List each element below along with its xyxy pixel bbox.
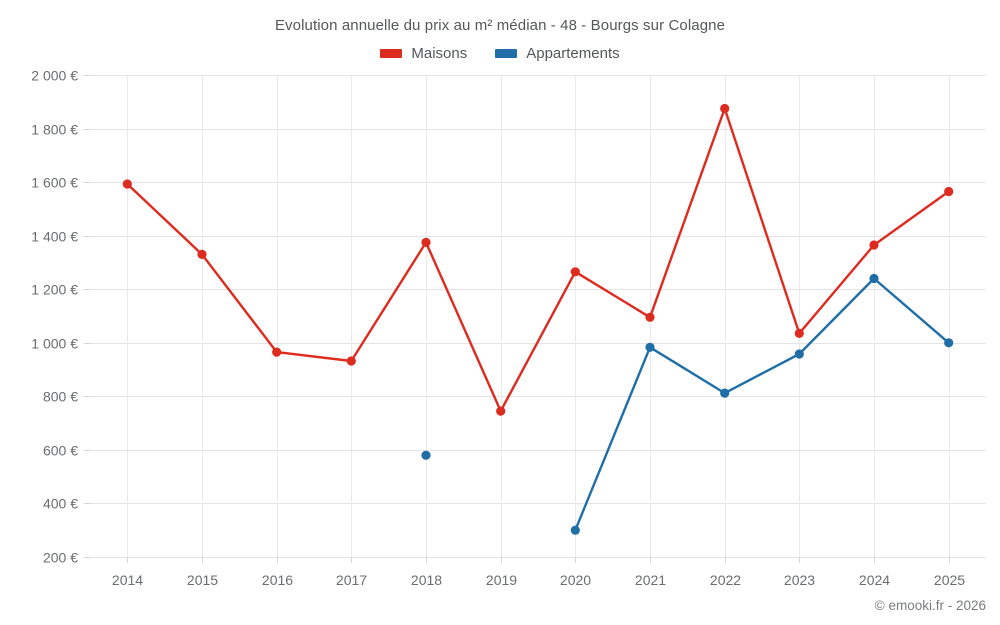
grid-layer: [84, 75, 986, 563]
legend-item-maisons[interactable]: Maisons: [380, 45, 467, 62]
x-axis-tick-label: 2025: [934, 572, 965, 588]
legend-label-maisons: Maisons: [411, 45, 468, 62]
series-line-appartements: [574, 277, 950, 532]
y-axis-tick-label: 2 000 €: [31, 68, 78, 84]
data-point-maisons[interactable]: [421, 237, 431, 247]
data-point-maisons[interactable]: [197, 249, 207, 259]
data-point-appartements[interactable]: [794, 349, 804, 359]
data-point-maisons[interactable]: [496, 406, 506, 416]
footer-credit: © emooki.fr - 2026: [874, 598, 986, 613]
legend-label-appartements: Appartements: [526, 45, 620, 62]
x-axis-tick-label: 2015: [187, 572, 218, 588]
data-point-appartements[interactable]: [944, 338, 954, 348]
series-line-maisons: [126, 107, 950, 413]
data-point-maisons[interactable]: [122, 179, 132, 189]
x-axis-tick-label: 2018: [411, 572, 442, 588]
data-point-maisons[interactable]: [720, 103, 730, 114]
chart-legend: Maisons Appartements: [0, 45, 1000, 62]
x-axis-tick-label: 2014: [112, 572, 143, 588]
legend-swatch-maisons: [380, 49, 403, 58]
x-axis-tick-label: 2024: [859, 572, 890, 588]
data-point-maisons[interactable]: [346, 356, 356, 366]
data-point-maisons[interactable]: [645, 312, 655, 322]
data-point-appartements[interactable]: [720, 388, 730, 398]
y-axis-labels: 200 € 400 € 600 € 800 € 1 000 € 1 200 € 1 400 …: [31, 68, 78, 566]
x-axis-tick-label: 2017: [336, 572, 367, 588]
x-axis-tick-label: 2023: [784, 572, 815, 588]
x-axis-tick-label: 2020: [560, 572, 591, 588]
y-axis-tick-label: 800 €: [43, 389, 78, 405]
legend-item-appartements[interactable]: Appartements: [495, 45, 620, 62]
series-layer: [122, 103, 954, 535]
data-point-appartements[interactable]: [869, 273, 879, 284]
x-axis-tick-label: 2019: [486, 572, 517, 588]
data-point-maisons[interactable]: [944, 186, 954, 197]
data-point-maisons[interactable]: [794, 328, 804, 338]
data-point-maisons[interactable]: [869, 240, 879, 250]
data-point-appartements[interactable]: [570, 525, 580, 535]
data-point-maisons[interactable]: [272, 347, 282, 357]
y-axis-tick-label: 1 800 €: [31, 122, 78, 138]
data-point-maisons[interactable]: [570, 267, 580, 277]
y-axis-tick-label: 1 600 €: [31, 175, 78, 191]
x-axis-tick-label: 2021: [635, 572, 666, 588]
data-point-appartements[interactable]: [645, 342, 655, 352]
y-axis-tick-label: 1 000 €: [31, 336, 78, 352]
y-axis-tick-label: 200 €: [43, 550, 78, 566]
page-title: Evolution annuelle du prix au m² médian …: [274, 17, 726, 34]
x-axis-labels: 2014 2015 2016 2017 2018 2019 2020 2021 2022 2023…: [112, 572, 965, 588]
data-point-appartements[interactable]: [421, 450, 431, 460]
y-axis-tick-label: 600 €: [43, 443, 78, 459]
x-axis-tick-label: 2022: [710, 572, 741, 588]
y-axis-tick-label: 1 400 €: [31, 229, 78, 245]
y-axis-tick-label: 1 200 €: [31, 282, 78, 298]
y-axis-tick-label: 400 €: [43, 496, 78, 512]
x-axis-tick-label: 2016: [262, 572, 293, 588]
legend-swatch-appartements: [495, 49, 518, 58]
